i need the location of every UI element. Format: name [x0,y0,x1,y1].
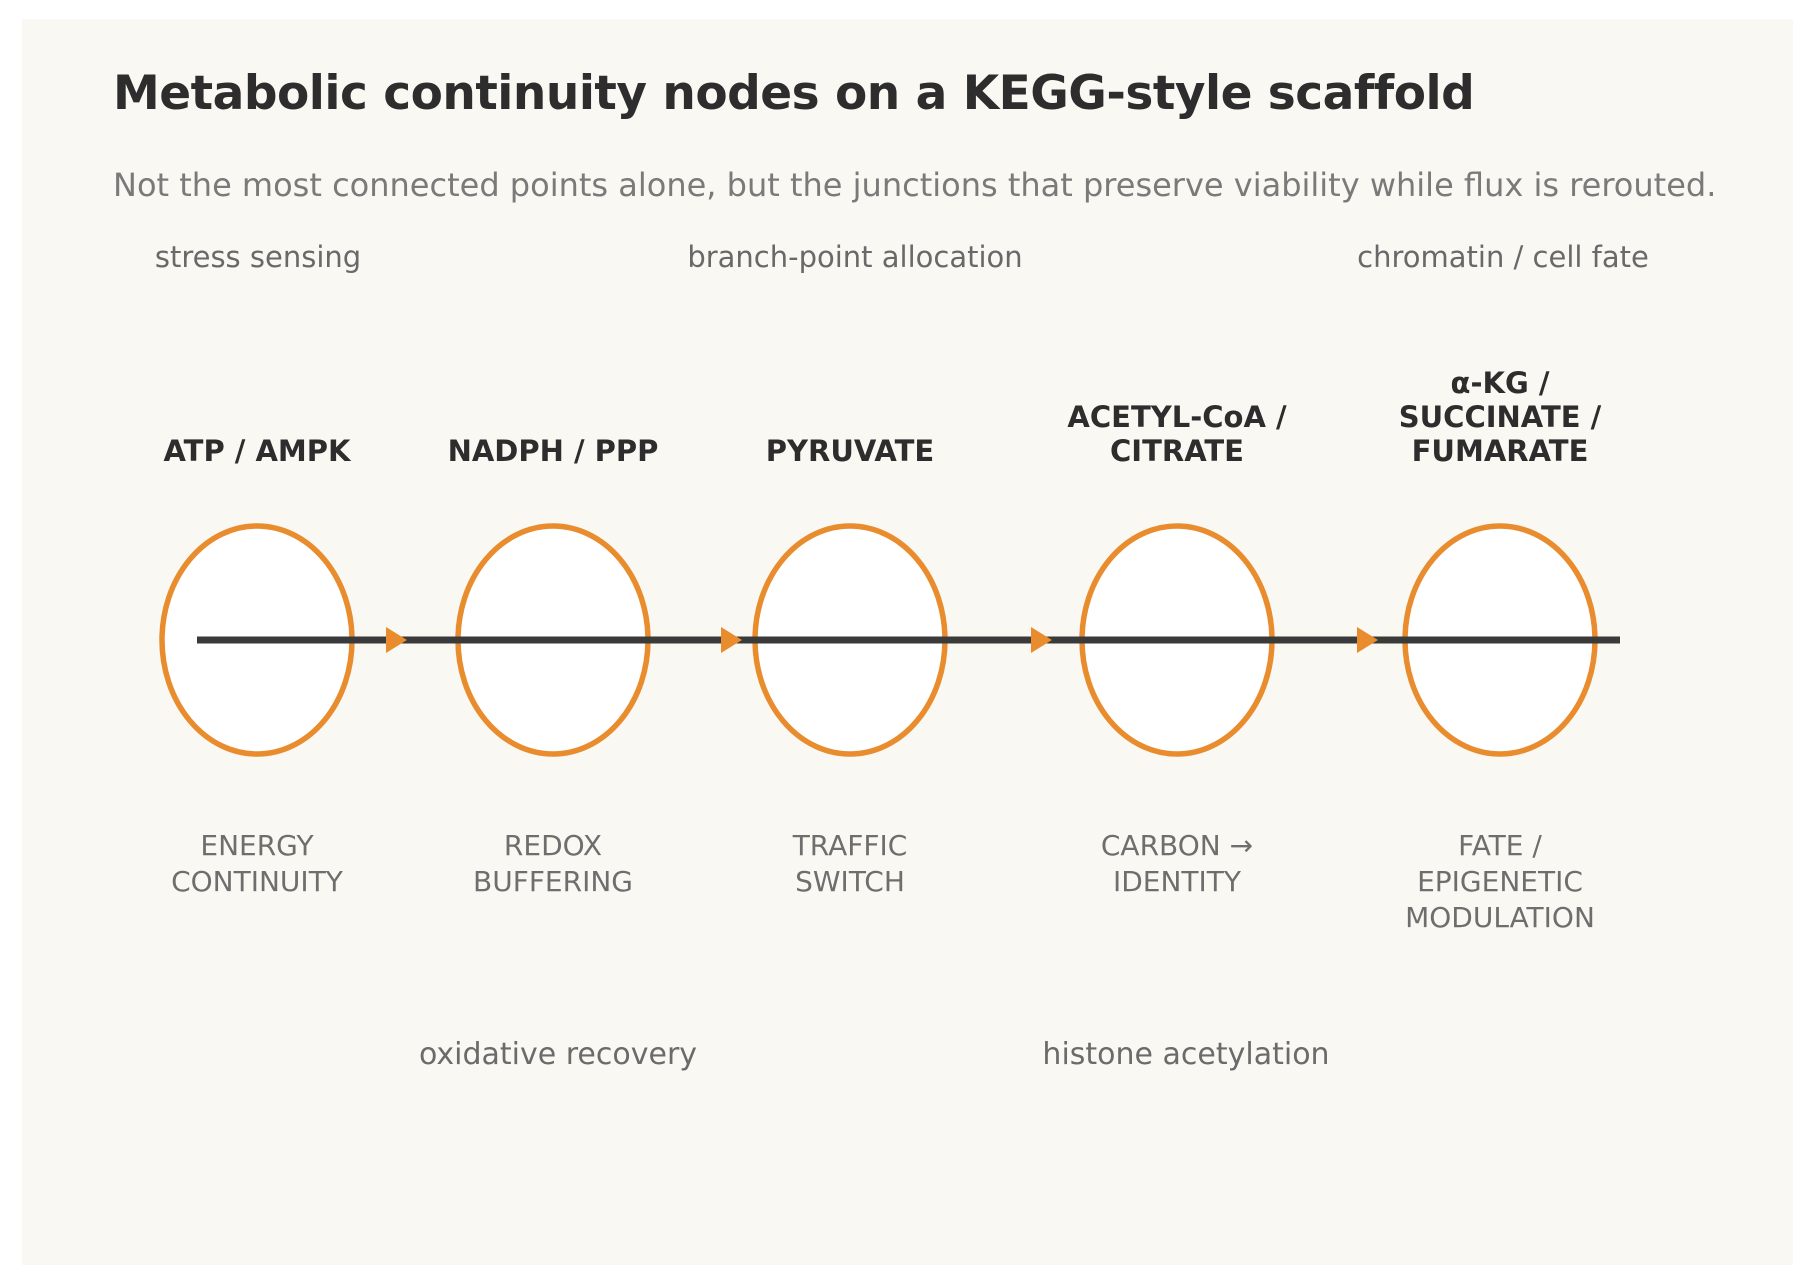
figure-subtitle: Not the most connected points alone, but… [113,166,1717,204]
flow-arrow-icon [1031,627,1052,653]
section-label: chromatin / cell fate [1357,240,1649,274]
node-role-label: TRAFFIC SWITCH [792,829,908,898]
node-label: ACETYL-CoA / CITRATE [1067,400,1287,468]
flow-arrow-icon [1357,627,1378,653]
flow-arrow-icon [721,627,742,653]
section-label: branch-point allocation [687,240,1023,274]
node-role-label: ENERGY CONTINUITY [171,829,343,898]
node-label: α-KG / SUCCINATE / FUMARATE [1398,366,1602,468]
node-label: ATP / AMPK [163,434,351,468]
section-label: stress sensing [154,240,362,274]
node-role-label: CARBON → IDENTITY [1100,829,1254,898]
node-role-label: REDOX BUFFERING [473,829,633,898]
annotation-label: oxidative recovery [418,1037,698,1072]
node-role-label: FATE / EPIGENETIC MODULATION [1405,829,1595,934]
node-label: NADPH / PPP [447,434,659,468]
annotation-label: histone acetylation [1042,1037,1330,1072]
figure-title: Metabolic continuity nodes on a KEGG-sty… [113,66,1475,121]
flow-arrow-icon [386,627,407,653]
node-label: PYRUVATE [765,434,935,468]
